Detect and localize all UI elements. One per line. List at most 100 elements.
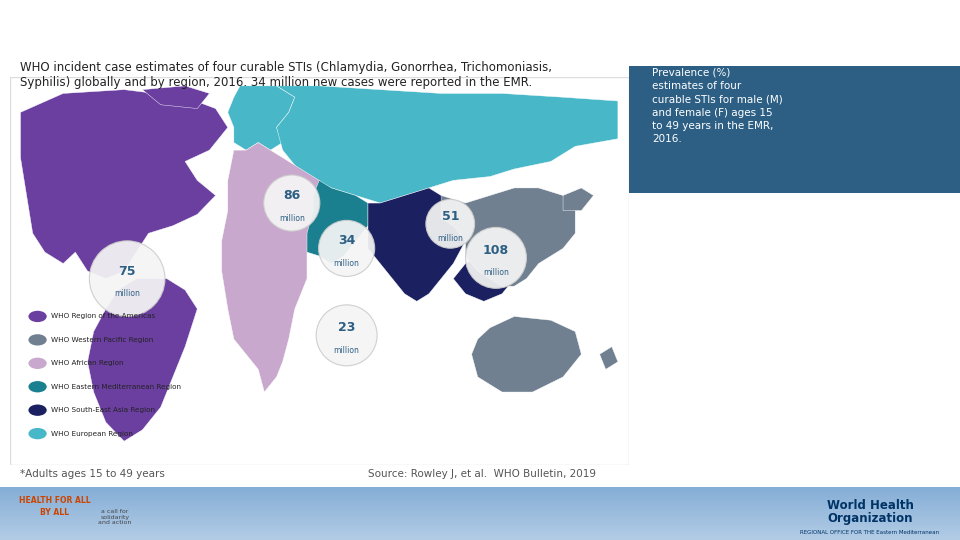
Bar [0,520,960,521]
Bar [0,505,960,506]
Circle shape [29,334,47,346]
Polygon shape [228,86,295,150]
Text: million: million [334,259,360,268]
Bar [0,528,960,529]
Ellipse shape [264,175,320,231]
Bar [0,516,960,517]
Polygon shape [87,279,198,441]
Bar [0,539,960,540]
Bar [0,519,960,520]
Text: million: million [438,234,464,244]
Text: WHO Western Pacific Region: WHO Western Pacific Region [51,337,154,343]
Ellipse shape [466,227,526,288]
Text: Trichomoniasis: Trichomoniasis [652,360,780,375]
Text: Source: Rowley J, et al.  WHO Bulletin, 2019: Source: Rowley J, et al. WHO Bulletin, 2… [368,469,596,479]
Text: BY ALL: BY ALL [40,508,69,517]
Bar [0,523,960,524]
Bar [0,490,960,491]
Text: Organization: Organization [828,511,913,524]
Polygon shape [600,347,618,369]
Bar [0,522,960,523]
Bar [0,527,960,528]
Bar [0,493,960,494]
Text: Syphillis: Syphillis [652,434,724,449]
Bar [0,506,960,507]
Text: WHO African Region: WHO African Region [51,360,124,366]
Text: M 3%, F 3.8%: M 3%, F 3.8% [652,246,742,259]
Bar [0,504,960,505]
Text: Global and regional situation: STI incidence and prevalence ¹: Global and regional situation: STI incid… [73,21,887,45]
Ellipse shape [426,199,474,248]
Text: WHO Region of the Americas: WHO Region of the Americas [51,313,156,320]
Bar [0,532,960,533]
Bar [0,492,960,493]
Bar [0,533,960,534]
Bar [0,508,960,509]
Bar [0,538,960,539]
Bar [0,499,960,500]
Text: 34: 34 [338,234,355,247]
Bar [0,503,960,504]
Text: 75: 75 [118,265,136,278]
Ellipse shape [319,220,374,276]
Bar [0,495,960,496]
Bar [0,501,960,502]
Text: M 0.6%, F 0.7%: M 0.6%, F 0.7% [652,320,755,333]
Text: million: million [334,346,360,355]
Circle shape [29,357,47,369]
Bar [0,524,960,525]
Text: million: million [483,268,509,278]
Bar [0,507,960,508]
Bar [0,496,960,497]
Text: 86: 86 [283,189,300,202]
Polygon shape [307,180,368,264]
Bar [0,498,960,499]
Bar [0,534,960,535]
Text: N gonorrhea: N gonorrhea [652,286,759,301]
Bar [0,529,960,530]
Bar [0,487,960,488]
Polygon shape [471,316,582,392]
Circle shape [29,428,47,440]
Text: 2016.: 2016. [652,195,680,205]
Bar [0,517,960,518]
Bar [0,511,960,512]
Bar [0,509,960,510]
Polygon shape [222,143,319,392]
Bar [0,502,960,503]
Text: WHO European Region: WHO European Region [51,430,132,437]
Bar [0,497,960,498]
Bar [0,494,960,495]
Bar [0,513,960,514]
Circle shape [29,381,47,393]
Bar [629,66,960,193]
Text: REGIONAL OFFICE FOR THE Eastern Mediterranean: REGIONAL OFFICE FOR THE Eastern Mediterr… [801,530,940,535]
Text: Chlamydia: Chlamydia [652,212,742,227]
Bar [0,491,960,492]
Text: M 0.5%, F 4.7%: M 0.5%, F 4.7% [652,394,755,407]
Text: WHO Eastern Mediterranean Region: WHO Eastern Mediterranean Region [51,384,181,390]
Bar [0,521,960,522]
Bar [0,488,960,489]
Text: 108: 108 [483,244,509,257]
Polygon shape [368,188,466,301]
Polygon shape [453,252,515,301]
Text: a call for
solidarity
and action: a call for solidarity and action [98,509,132,525]
Bar [0,531,960,532]
Bar [0,515,960,516]
Ellipse shape [316,305,377,366]
Polygon shape [563,188,593,211]
Text: 51: 51 [442,210,459,223]
Circle shape [29,404,47,416]
Bar [0,536,960,537]
Text: million: million [114,289,140,298]
Polygon shape [142,86,209,109]
Polygon shape [276,86,618,203]
Bar [0,510,960,511]
Text: *Adults ages 15 to 49 years: *Adults ages 15 to 49 years [20,469,165,479]
Text: WHO incident case estimates of four curable STIs (Chlamydia, Gonorrhea, Trichomo: WHO incident case estimates of four cura… [20,62,553,90]
Bar [0,489,960,490]
Bar [0,530,960,531]
Bar [0,526,960,527]
Bar [0,500,960,501]
